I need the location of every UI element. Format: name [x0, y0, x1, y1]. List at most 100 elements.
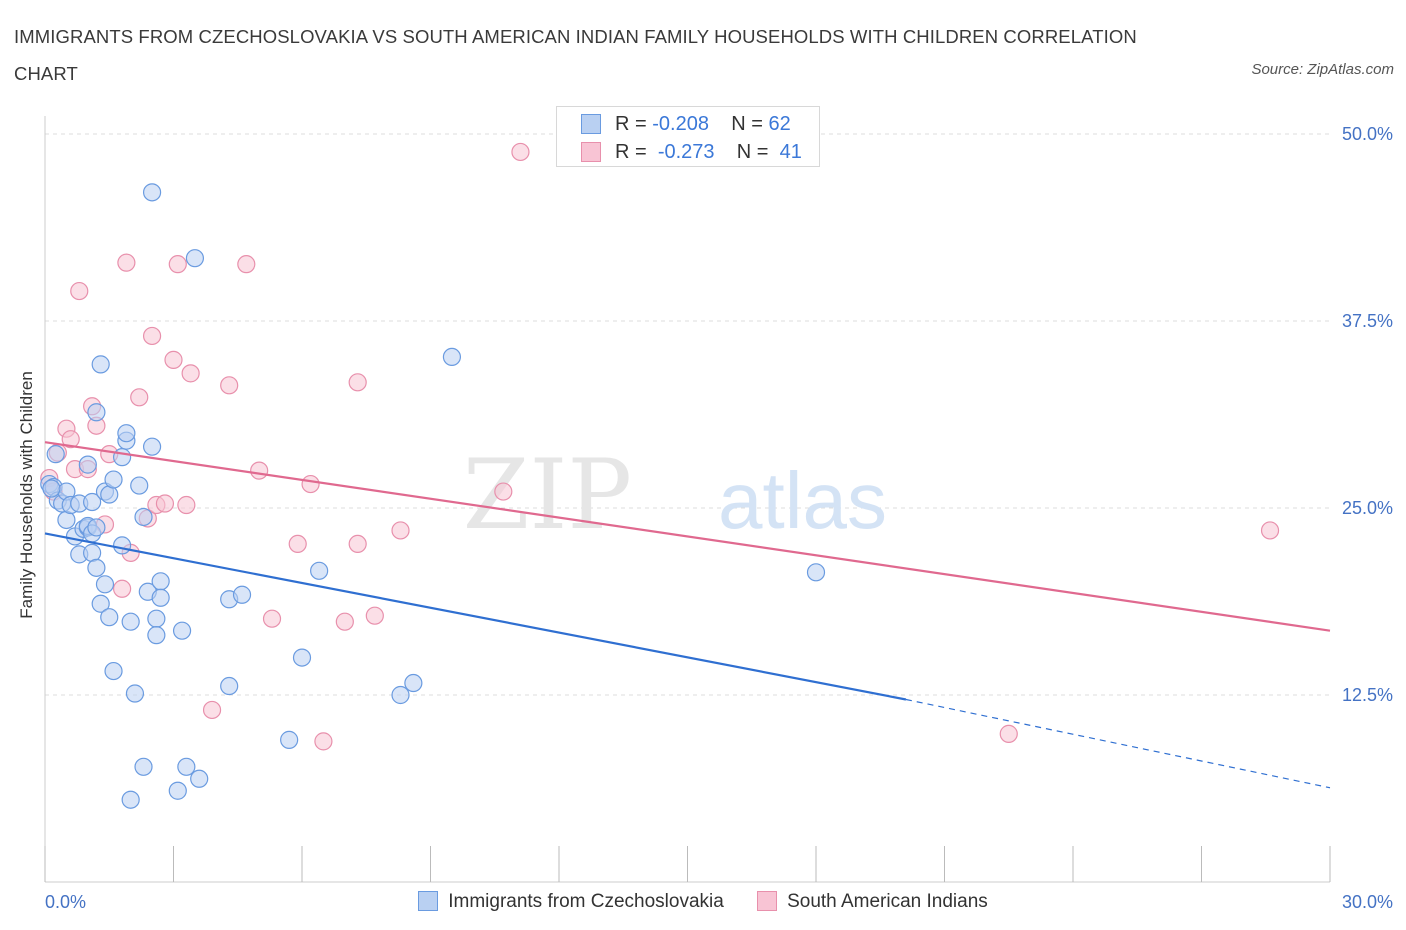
watermark-zip: ZIP	[463, 439, 632, 551]
data-point	[130, 476, 149, 495]
data-point	[391, 521, 410, 540]
legend-item-south-american-indians: South American Indians	[757, 888, 988, 916]
data-point	[164, 350, 183, 369]
data-point	[121, 790, 140, 809]
data-point	[310, 561, 329, 580]
data-point	[78, 455, 97, 474]
trend-line-pink	[44, 441, 1331, 632]
data-point	[70, 281, 89, 301]
data-point	[494, 482, 513, 501]
data-point	[61, 430, 80, 449]
data-point	[348, 534, 367, 554]
data-point	[335, 612, 354, 631]
data-point	[511, 142, 530, 162]
data-point	[391, 685, 410, 705]
data-point	[91, 355, 110, 374]
data-point	[190, 769, 209, 788]
data-point	[181, 364, 200, 383]
data-point	[168, 255, 187, 274]
data-point	[142, 326, 162, 346]
data-point	[57, 510, 76, 530]
data-point	[262, 609, 282, 628]
data-point	[125, 684, 145, 703]
data-point	[87, 518, 106, 537]
data-point	[348, 373, 367, 392]
data-point	[87, 403, 106, 422]
data-point	[168, 781, 187, 800]
series-legend: Immigrants from Czechoslovakia South Ame…	[0, 888, 1406, 916]
gridlines	[45, 133, 1330, 696]
data-point	[112, 448, 132, 467]
stats-legend: R = -0.208 N = 62 R = -0.273 N = 41	[556, 106, 820, 167]
data-point	[83, 543, 102, 562]
series-points-pink	[40, 142, 1280, 751]
legend-swatch-pink	[757, 891, 778, 911]
data-point	[83, 492, 102, 512]
legend-swatch-blue	[581, 114, 601, 134]
data-point	[806, 563, 826, 582]
data-point	[442, 347, 462, 367]
data-point	[117, 424, 136, 443]
data-point	[288, 534, 307, 554]
legend-swatch-blue	[418, 891, 439, 911]
data-point	[314, 732, 333, 751]
x-tick-label: 30.0%	[1342, 892, 1393, 912]
legend-label: South American Indians	[787, 891, 988, 912]
stats-n-label: N =	[736, 141, 769, 163]
data-point	[301, 474, 320, 494]
y-tick-label: 25.0%	[1342, 498, 1393, 518]
trend-line-blue	[44, 532, 907, 701]
data-point	[104, 470, 123, 489]
data-point	[185, 249, 205, 268]
data-point	[87, 558, 106, 577]
chart-title: IMMIGRANTS FROM CZECHOSLOVAKIA VS SOUTH …	[14, 26, 1137, 84]
stats-n-label: N =	[731, 113, 763, 135]
legend-item-czechoslovakia: Immigrants from Czechoslovakia	[418, 888, 724, 916]
data-point	[280, 730, 299, 749]
trend-line-blue-extension	[905, 698, 1331, 789]
data-point	[147, 626, 166, 645]
stats-row-pink: R = -0.273 N = 41	[581, 138, 802, 166]
stats-r-value: -0.273	[657, 141, 715, 163]
watermark: ZIP atlas	[463, 439, 887, 551]
data-point	[104, 661, 123, 681]
data-point	[117, 253, 136, 272]
stats-row-blue: R = -0.208 N = 62	[581, 110, 791, 138]
data-point	[147, 609, 166, 628]
data-point	[134, 757, 153, 776]
axes	[44, 116, 1331, 883]
data-point	[130, 388, 149, 407]
y-tick-label: 12.5%	[1342, 685, 1393, 705]
data-point	[42, 479, 61, 498]
data-point	[250, 461, 269, 480]
data-point	[404, 673, 423, 693]
data-point	[232, 585, 252, 604]
data-point	[112, 536, 132, 555]
data-point	[237, 255, 256, 274]
data-point	[151, 572, 170, 591]
data-point	[155, 494, 175, 513]
data-point	[142, 437, 162, 456]
stats-r-label: R =	[615, 141, 647, 163]
data-point	[365, 606, 384, 625]
data-point	[91, 594, 110, 613]
data-point	[112, 579, 132, 598]
data-point	[100, 485, 119, 504]
data-point	[172, 621, 192, 640]
legend-label: Immigrants from Czechoslovakia	[448, 891, 724, 912]
data-point	[1260, 521, 1280, 540]
data-point	[292, 648, 312, 667]
data-point	[121, 612, 140, 631]
stats-r-value: -0.208	[652, 113, 709, 135]
series-points-blue	[40, 183, 826, 809]
stats-r-label: R =	[615, 113, 647, 135]
watermark-atlas: atlas	[718, 456, 887, 545]
legend-swatch-pink	[581, 142, 601, 162]
data-point	[177, 495, 196, 515]
data-point	[151, 588, 170, 607]
data-point	[100, 608, 119, 627]
data-point	[202, 700, 222, 720]
data-point	[95, 575, 115, 594]
chart-source: Source: ZipAtlas.com	[1251, 61, 1394, 78]
